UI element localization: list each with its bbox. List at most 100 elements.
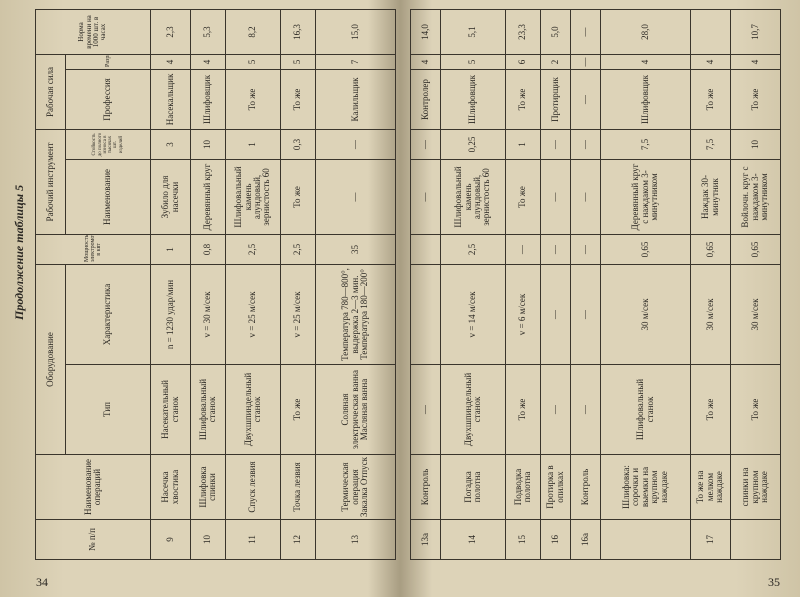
table-cell: 23,3 <box>505 9 541 55</box>
table-cell: 1 <box>225 129 281 160</box>
table-cell: Наждак 30-минутник <box>690 159 731 235</box>
table-cell: Двухшпиндельный станок <box>440 364 506 455</box>
table-cell: 2,5 <box>280 234 316 265</box>
table-cell: Контроль <box>410 454 441 520</box>
table-cell: Шлифовщик <box>190 69 226 130</box>
table-cell: То же <box>505 69 541 130</box>
table-cell: — <box>570 9 601 55</box>
table-cell: 3 <box>150 129 191 160</box>
table-cell: Протирка в опилках <box>540 454 571 520</box>
table-cell: — <box>540 264 571 365</box>
table-cell: 4 <box>410 54 441 70</box>
table-cell: 28,0 <box>600 9 691 55</box>
table-cell: Шлифовка спинки <box>190 454 226 520</box>
table-cell: 7,5 <box>600 129 691 160</box>
table-cell: 7,5 <box>690 129 731 160</box>
table-row: 9 Насечка хвостика Насекательный станок n =… <box>150 9 191 560</box>
table-cell: Войлочн. круг с наждаком 3-минутником <box>730 159 781 235</box>
page-number: 34 <box>36 575 48 589</box>
table-cell: — <box>315 159 396 235</box>
table-cell: 12 <box>280 519 316 560</box>
table-cell: — <box>540 129 571 160</box>
table-cell: Насекательный станок <box>150 364 191 455</box>
table-right: 13а Контроль — — — Контролер 4 14,0 14 Погадка по… <box>410 9 781 560</box>
header-cell: № п/п <box>35 519 151 560</box>
table-cell: Калильщик <box>315 69 396 130</box>
table-cell: 5,0 <box>540 9 571 55</box>
table-cell <box>410 234 441 265</box>
table-cell: Температура 780—800°, выдержка 2—3 мин. … <box>315 264 396 365</box>
table-cell: 13 <box>315 519 396 560</box>
table-cell: Насекальщик <box>150 69 191 130</box>
table-cell: 13а <box>410 519 441 560</box>
table-row: спинки на крупном наждаке То же 30 м/сек 0,… <box>730 9 781 560</box>
table-row: 16а Контроль — — — — — — — — <box>570 9 601 560</box>
table-cell: Контролер <box>410 69 441 130</box>
header-cell: Тип <box>65 364 151 455</box>
table-cell: 0,8 <box>190 234 226 265</box>
table-cell: 4 <box>690 54 731 70</box>
table-cell: Подводка полотна <box>505 454 541 520</box>
table-cell: — <box>540 234 571 265</box>
table-row: 13 Термическая операция Закалка Отпуск Сол… <box>315 9 396 560</box>
table-cell: 5 <box>225 54 281 70</box>
header-cell: Разряд <box>65 54 151 70</box>
table-cell: 2,3 <box>150 9 191 55</box>
table-cell: 16а <box>570 519 601 560</box>
table-cell: 16 <box>540 519 571 560</box>
table-cell: — <box>570 54 601 70</box>
table-cell: 2 <box>540 54 571 70</box>
table-cell <box>690 9 731 55</box>
table-cell: Деревянный круг с наждаком 3-минутником <box>600 159 691 235</box>
table-cell: 0,65 <box>690 234 731 265</box>
table-cell: 6 <box>505 54 541 70</box>
table-cell: 0,65 <box>730 234 781 265</box>
table-cell: Шлифовальный станок <box>600 364 691 455</box>
table-cell: — <box>570 69 601 130</box>
table-cell: Соляная электрическая ванна Масляная ван… <box>315 364 396 455</box>
table-cell: 35 <box>315 234 396 265</box>
table-cell: То же <box>280 159 316 235</box>
table-cell: 2,5 <box>440 234 506 265</box>
table-cell: 16,3 <box>280 9 316 55</box>
table-cell: Шлифовщик <box>440 69 506 130</box>
table-left: № п/п Наименование операций Оборудование… <box>35 9 396 560</box>
table-cell: 0,65 <box>600 234 691 265</box>
page-number: 35 <box>768 575 780 589</box>
table-row: 17 То же на мелком наждаке То же 30 м/сек 0,… <box>690 9 731 560</box>
table-cell: Термическая операция Закалка Отпуск <box>315 454 396 520</box>
table-row: Шлифовка: сорочки и выемки на крупном на… <box>600 9 691 560</box>
header-cell: Норма времени на 1000 шт. в часах <box>35 9 151 55</box>
table-cell: Двухшпиндельный станок <box>225 364 281 455</box>
table-cell: Протирщик <box>540 69 571 130</box>
header-cell: Рабочий инструмент <box>35 129 66 235</box>
table-cell: 10 <box>730 129 781 160</box>
table-cell: То же <box>690 69 731 130</box>
header-cell: Наименование операций <box>35 454 151 520</box>
table-cell: — <box>570 129 601 160</box>
header-cell: Наименование <box>65 159 151 235</box>
table-cell: Деревянный круг <box>190 159 226 235</box>
table-row: 15 Подводка полотна То же v = 6 м/сек — То же… <box>505 9 541 560</box>
table-cell: То же <box>280 69 316 130</box>
table-row: 11 Спуск лезвия Двухшпиндельный станок v = … <box>225 9 281 560</box>
table-caption: Продолжение таблицы 5 <box>12 184 26 320</box>
table-cell: — <box>410 129 441 160</box>
table-cell: — <box>540 159 571 235</box>
table-cell: Шлифовка: сорочки и выемки на крупном на… <box>600 454 691 520</box>
table-cell <box>600 519 691 560</box>
table-cell: Шлифовщик <box>600 69 691 130</box>
table-cell: — <box>570 264 601 365</box>
header-cell: Характеристика <box>65 264 151 365</box>
table-row: 14 Погадка полотна Двухшпиндельный станок v… <box>440 9 506 560</box>
table-row: 13а Контроль — — — Контролер 4 14,0 <box>410 9 441 560</box>
table-cell: Спуск лезвия <box>225 454 281 520</box>
table-cell: То же <box>690 364 731 455</box>
table-cell: 15,0 <box>315 9 396 55</box>
table-row: 16 Протирка в опилках — — — — — Протирщик 2 5,0 <box>540 9 571 560</box>
table-cell: 17 <box>690 519 731 560</box>
table-cell: 1 <box>150 234 191 265</box>
table-cell: 14,0 <box>410 9 441 55</box>
table-cell: 5 <box>440 54 506 70</box>
table-cell: Контроль <box>570 454 601 520</box>
